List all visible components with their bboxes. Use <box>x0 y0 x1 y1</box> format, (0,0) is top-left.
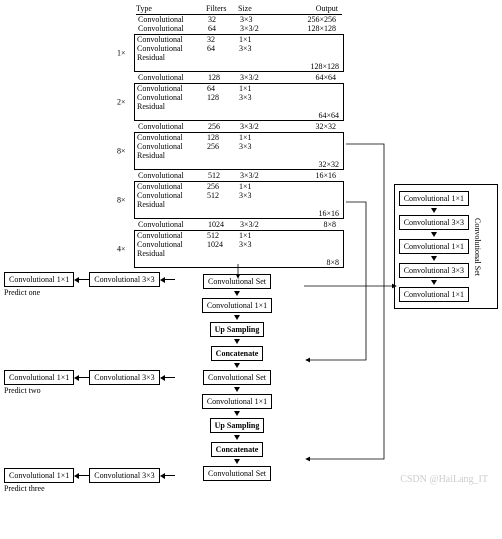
conv1-node: Convolutional 1×1 <box>202 298 272 313</box>
block-output-size: 64×64 <box>135 111 343 120</box>
conv-set-label: Convolutional Set <box>471 218 484 276</box>
table-row: Residual <box>135 53 343 62</box>
block-multiplier: 1× <box>117 49 126 58</box>
arrow-down-icon <box>431 232 437 237</box>
table-row: Convolutional64 1×1 <box>135 84 343 93</box>
block-multiplier: 4× <box>117 245 126 254</box>
table-row: Convolutional256 3×3/232×32 <box>136 122 342 131</box>
predict-label-3: Predict three <box>4 484 175 493</box>
predict-label-2: Predict two <box>4 386 175 395</box>
residual-block: 1× Convolutional32 1×1 Convolutional64 3… <box>134 34 344 72</box>
arrow-down-icon <box>431 280 437 285</box>
table-row: Convolutional32 1×1 <box>135 35 343 44</box>
arrow-down-icon <box>234 291 240 296</box>
predict-label-1: Predict one <box>4 288 175 297</box>
block-output-size: 32×32 <box>135 160 343 169</box>
table-row: Convolutional128 1×1 <box>135 133 343 142</box>
table-row: Convolutional1024 3×3/28×8 <box>136 220 342 229</box>
hdr-filters: Filters <box>206 4 238 15</box>
table-row: Convolutional128 3×3/264×64 <box>136 73 342 82</box>
block-multiplier: 8× <box>117 147 126 156</box>
set-item: Convolutional 1×1 <box>399 239 469 254</box>
table-row: Residual <box>135 200 343 209</box>
conv3-node: Convolutional 3×3 <box>89 370 159 385</box>
set-item: Convolutional 3×3 <box>399 215 469 230</box>
block-output-size: 128×128 <box>135 62 343 71</box>
arrow-down-icon <box>234 315 240 320</box>
block-multiplier: 2× <box>117 98 126 107</box>
conv-set-node: Convolutional Set <box>203 370 271 385</box>
table-row: Convolutional512 3×3 <box>135 191 343 200</box>
table-row: Residual <box>135 102 343 111</box>
conv3-node: Convolutional 3×3 <box>89 272 159 287</box>
table-row: Convolutional1024 3×3 <box>135 240 343 249</box>
residual-block: 2× Convolutional64 1×1 Convolutional128 … <box>134 83 344 121</box>
arrow-down-icon <box>234 411 240 416</box>
conv1-node: Convolutional 1×1 <box>4 272 74 287</box>
conv1-node: Convolutional 1×1 <box>202 394 272 409</box>
arrow-down-icon <box>234 339 240 344</box>
table-header: Type Filters Size Output <box>134 4 344 15</box>
table-row: Convolutional256 3×3 <box>135 142 343 151</box>
table-row: Convolutional512 1×1 <box>135 231 343 240</box>
concatenate-node: Concatenate <box>211 442 264 457</box>
table-row: Convolutional64 3×3 <box>135 44 343 53</box>
residual-block: 4× Convolutional512 1×1 Convolutional102… <box>134 230 344 268</box>
conv1-node: Convolutional 1×1 <box>4 468 74 483</box>
conv3-node: Convolutional 3×3 <box>89 468 159 483</box>
set-item: Convolutional 1×1 <box>399 191 469 206</box>
arrow-down-icon <box>234 435 240 440</box>
block-output-size: 8×8 <box>135 258 343 267</box>
upsampling-node: Up Sampling <box>210 322 265 337</box>
conv-set-legend: Convolutional 1×1 Convolutional 3×3 Conv… <box>394 184 498 309</box>
arrow-down-icon <box>234 363 240 368</box>
conv-set-node: Convolutional Set <box>203 274 271 289</box>
block-multiplier: 8× <box>117 196 126 205</box>
table-row: Convolutional 64 3×3/2 128×128 <box>136 24 342 33</box>
hdr-type: Type <box>136 4 206 15</box>
conv-set-node: Convolutional Set <box>203 466 271 481</box>
table-row: Convolutional128 3×3 <box>135 93 343 102</box>
hdr-size: Size <box>238 4 276 15</box>
watermark: CSDN @HaiLang_IT <box>400 474 488 485</box>
arrow-down-icon <box>234 387 240 392</box>
table-row: Convolutional512 3×3/216×16 <box>136 171 342 180</box>
arrow-down-icon <box>234 459 240 464</box>
predict-branch-2: Convolutional 1×1 Convolutional 3×3 <box>4 370 175 385</box>
backbone-table: Type Filters Size Output Convolutional 3… <box>134 4 344 268</box>
arrow-down-icon <box>431 256 437 261</box>
conv-set-items: Convolutional 1×1 Convolutional 3×3 Conv… <box>399 191 469 302</box>
conv1-node: Convolutional 1×1 <box>4 370 74 385</box>
arrow-down-icon <box>431 208 437 213</box>
predict-branch-3: Convolutional 1×1 Convolutional 3×3 <box>4 468 175 483</box>
predict-branch-1: Convolutional 1×1 Convolutional 3×3 <box>4 272 175 287</box>
table-row: Residual <box>135 151 343 160</box>
residual-block: 8× Convolutional256 1×1 Convolutional512… <box>134 181 344 219</box>
hdr-output: Output <box>276 4 342 15</box>
table-row: Residual <box>135 249 343 258</box>
set-item: Convolutional 3×3 <box>399 263 469 278</box>
table-row: Convolutional 32 3×3 256×256 <box>136 15 342 24</box>
upsampling-node: Up Sampling <box>210 418 265 433</box>
concatenate-node: Concatenate <box>211 346 264 361</box>
table-row: Convolutional256 1×1 <box>135 182 343 191</box>
residual-block: 8× Convolutional128 1×1 Convolutional256… <box>134 132 344 170</box>
set-item: Convolutional 1×1 <box>399 287 469 302</box>
block-output-size: 16×16 <box>135 209 343 218</box>
